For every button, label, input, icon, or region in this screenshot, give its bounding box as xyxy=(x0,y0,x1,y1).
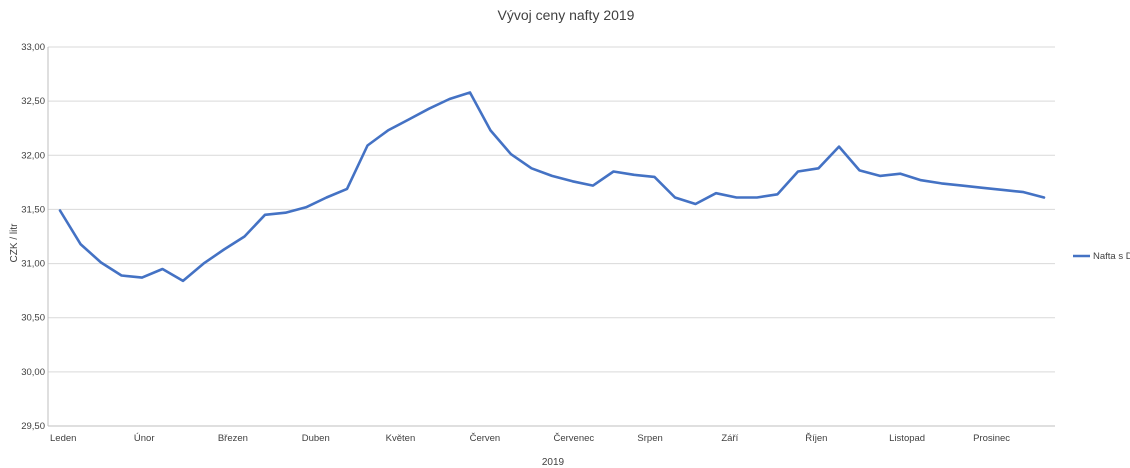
y-tick-label: 31,00 xyxy=(21,259,45,270)
x-tick-label: Únor xyxy=(134,433,155,444)
series-line-nafta-s-dph xyxy=(58,91,1046,283)
x-tick-label: Březen xyxy=(218,433,248,444)
y-axis-title: CZK / litr xyxy=(9,223,20,263)
x-tick-label: Září xyxy=(721,433,738,444)
x-tick-label: Duben xyxy=(302,433,330,444)
chart-title: Vývoj ceny nafty 2019 xyxy=(498,7,635,23)
x-tick-label: Leden xyxy=(50,433,76,444)
y-tick-label: 33,00 xyxy=(21,42,45,53)
y-axis-ticks: 33,00 32,50 32,00 31,50 31,00 30,50 30,00 29,50 xyxy=(21,42,45,432)
x-tick-label: Srpen xyxy=(637,433,662,444)
x-axis-ticks: Leden Únor Březen Duben Květen Červen Červenec… xyxy=(50,433,1010,444)
y-tick-label: 32,50 xyxy=(21,96,45,107)
x-axis-title: 2019 xyxy=(542,457,565,468)
x-tick-label: Červenec xyxy=(554,433,595,444)
y-tick-label: 30,50 xyxy=(21,313,45,324)
x-tick-label: Červen xyxy=(470,433,501,444)
legend: Nafta s DPH xyxy=(1073,251,1130,262)
x-tick-label: Prosinec xyxy=(973,433,1010,444)
y-tick-label: 30,00 xyxy=(21,367,45,378)
y-tick-label: 29,50 xyxy=(21,421,45,432)
x-tick-label: Listopad xyxy=(889,433,925,444)
y-tick-label: 31,50 xyxy=(21,204,45,215)
legend-label: Nafta s DPH xyxy=(1093,251,1130,262)
y-tick-label: 32,00 xyxy=(21,150,45,161)
x-tick-label: Květen xyxy=(386,433,416,444)
gridlines xyxy=(48,46,1055,373)
x-tick-label: Říjen xyxy=(805,433,827,444)
